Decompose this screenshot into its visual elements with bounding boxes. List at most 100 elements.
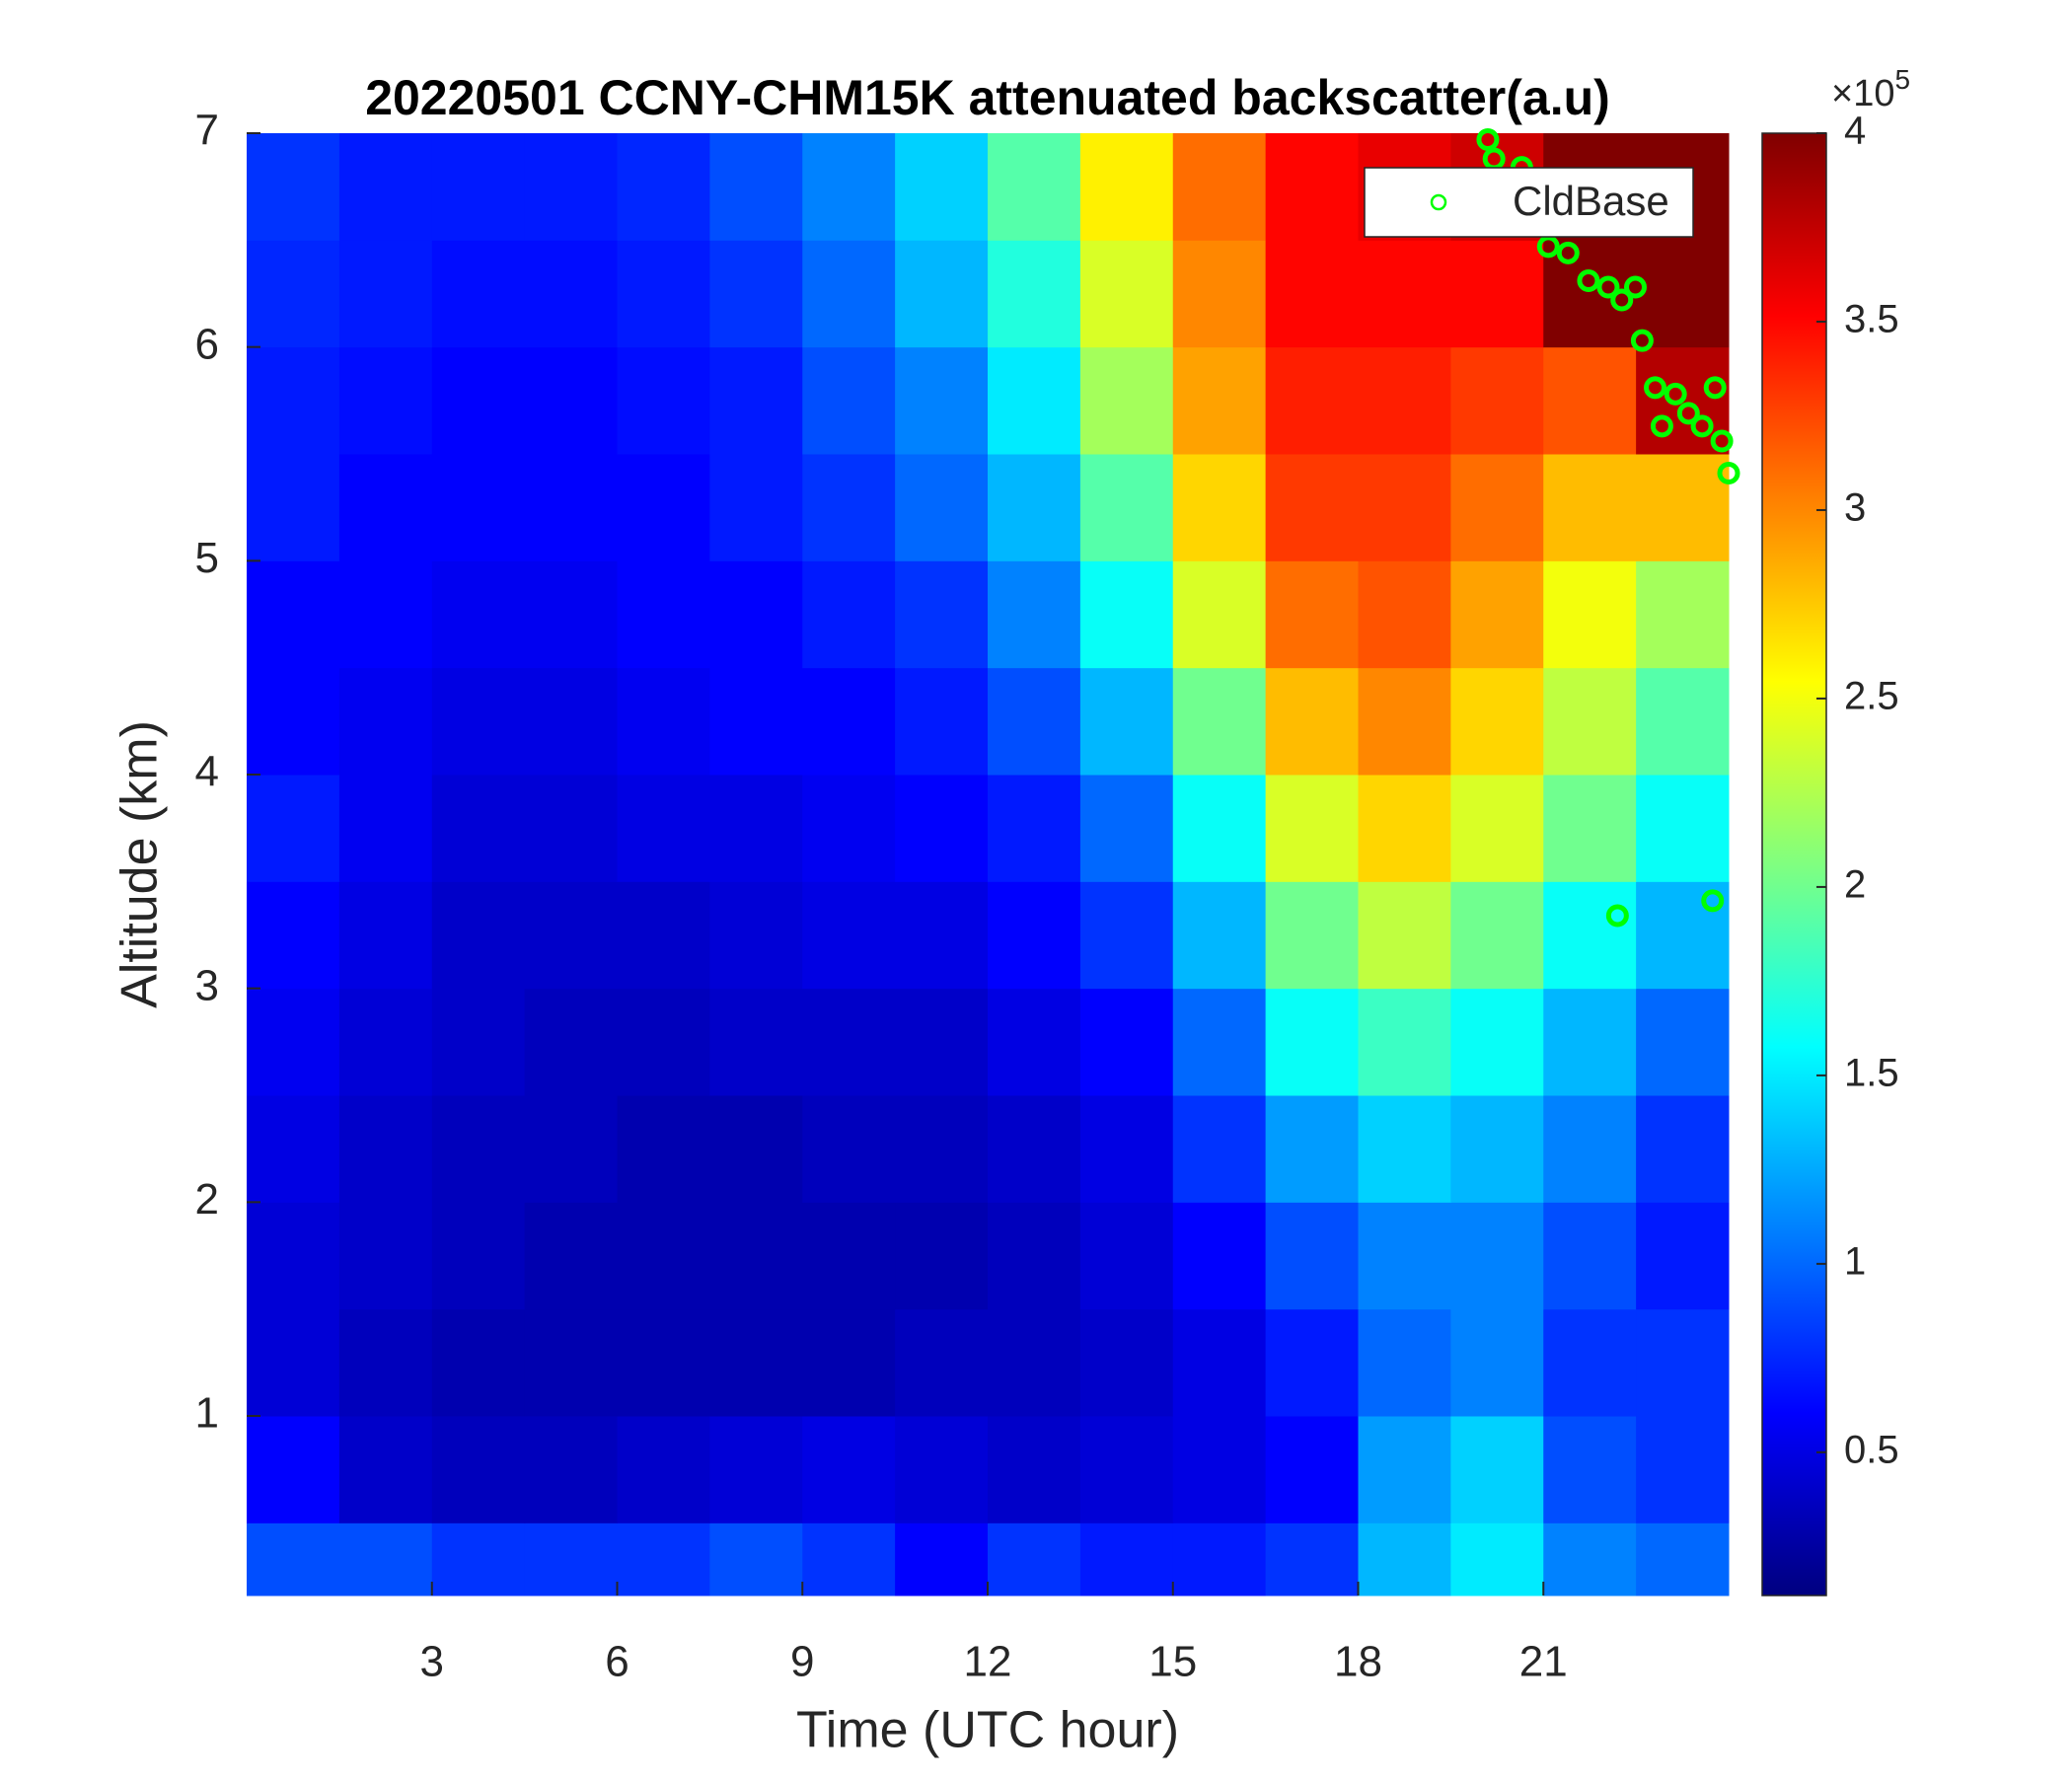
legend-marker (1430, 193, 1447, 211)
heatmap-cell (1079, 667, 1174, 776)
heatmap-cell (338, 346, 433, 455)
heatmap-cell (1636, 667, 1730, 776)
heatmap-cell (524, 1308, 618, 1417)
heatmap-cell (895, 1522, 989, 1596)
heatmap-cell (709, 240, 803, 348)
heatmap-cell (1358, 240, 1451, 348)
heatmap-cell (802, 1522, 896, 1596)
heatmap-cell (988, 881, 1081, 990)
heatmap-cell (895, 133, 989, 241)
heatmap-cell (247, 346, 340, 455)
heatmap-cell (338, 133, 433, 241)
cloud-base-point (1623, 275, 1647, 299)
heatmap-cell (709, 667, 803, 776)
heatmap-cell (431, 988, 526, 1096)
heatmap-cell (802, 1095, 896, 1203)
heatmap-cell (709, 454, 803, 561)
heatmap-cell (1079, 1202, 1174, 1310)
heatmap-cell (1358, 1202, 1451, 1310)
heatmap-cell (1636, 1095, 1730, 1203)
heatmap-cell (895, 667, 989, 776)
heatmap-cell (431, 454, 526, 561)
heatmap-cell (1543, 881, 1637, 990)
multiplier-base: ×10 (1831, 73, 1894, 114)
heatmap-cell (1358, 1095, 1451, 1203)
heatmap-cell (1450, 1308, 1544, 1417)
heatmap-cell (431, 1522, 526, 1596)
heatmap-cell (1543, 346, 1637, 455)
heatmap-cell (247, 1308, 340, 1417)
heatmap-cell (617, 1416, 710, 1523)
heatmap-cell (1265, 560, 1359, 669)
heatmap-cell (1172, 1095, 1267, 1203)
heatmap-cell (1172, 560, 1267, 669)
heatmap-cell (1172, 1308, 1267, 1417)
colorbar-tick-label: 1 (1844, 1239, 1866, 1283)
heatmap-cell (1265, 346, 1359, 455)
heatmap-cell (524, 133, 618, 241)
cloud-base-point (1690, 414, 1714, 438)
cloud-base-point (1630, 329, 1654, 352)
heatmap-cell (247, 1202, 340, 1310)
heatmap-cell (802, 133, 896, 241)
heatmap-cell (1543, 988, 1637, 1096)
heatmap-cell (617, 346, 710, 455)
legend-box (1364, 167, 1694, 238)
heatmap-cell (617, 775, 710, 882)
heatmap-cell (802, 775, 896, 882)
x-axis-label: Time (UTC hour) (796, 1702, 1179, 1759)
heatmap-cell (1358, 881, 1451, 990)
heatmap-cell (988, 1308, 1081, 1417)
heatmap-cell (1543, 775, 1637, 882)
colorbar-tick-label: 4 (1844, 110, 1866, 153)
heatmap-cell (338, 1522, 433, 1596)
heatmap-cell (802, 667, 896, 776)
heatmap-cell (1358, 346, 1451, 455)
heatmap-cell (988, 133, 1081, 241)
heatmap-cell (1265, 240, 1359, 348)
heatmap-cell (1079, 454, 1174, 561)
heatmap-cell (1450, 346, 1544, 455)
cloud-base-point (1676, 402, 1700, 425)
cloud-base-point (1717, 462, 1740, 484)
heatmap-cell (895, 1416, 989, 1523)
heatmap-cell (338, 454, 433, 561)
heatmap-cell (338, 881, 433, 990)
heatmap-cell (338, 1308, 433, 1417)
heatmap-cell (524, 1202, 618, 1310)
y-tick-label: 4 (195, 748, 219, 796)
cloud-base-point (1701, 889, 1725, 913)
heatmap-cell (247, 1095, 340, 1203)
heatmap-cell (617, 988, 710, 1096)
cloud-base-point (1703, 376, 1727, 400)
y-tick-label: 6 (195, 320, 219, 368)
heatmap-cell (709, 775, 803, 882)
heatmap-cell (617, 454, 710, 561)
heatmap-cell (1172, 1202, 1267, 1310)
heatmap-cell (1172, 1522, 1267, 1596)
x-tick-label: 6 (605, 1638, 629, 1686)
cloud-base-point (1556, 241, 1580, 264)
heatmap-cell (1450, 775, 1544, 882)
heatmap-cell (709, 988, 803, 1096)
heatmap-cell (1636, 881, 1730, 990)
legend-label: CldBase (1513, 178, 1669, 224)
heatmap-cell (524, 667, 618, 776)
heatmap-cell (1543, 667, 1637, 776)
heatmap-cell (802, 454, 896, 561)
heatmap-cell (1358, 560, 1451, 669)
heatmap-cell (1172, 240, 1267, 348)
heatmap-cell (988, 988, 1081, 1096)
cloud-base-point (1710, 429, 1734, 453)
heatmap-cell (524, 1095, 618, 1203)
heatmap-cell (338, 240, 433, 348)
heatmap-cell (1172, 1416, 1267, 1523)
heatmap-cell (1636, 1202, 1730, 1310)
heatmap-cell (431, 346, 526, 455)
heatmap-cell (1079, 240, 1174, 348)
heatmap-cell (802, 346, 896, 455)
heatmap-cell (802, 988, 896, 1096)
heatmap-cell (617, 240, 710, 348)
cloud-base-point (1596, 275, 1620, 299)
